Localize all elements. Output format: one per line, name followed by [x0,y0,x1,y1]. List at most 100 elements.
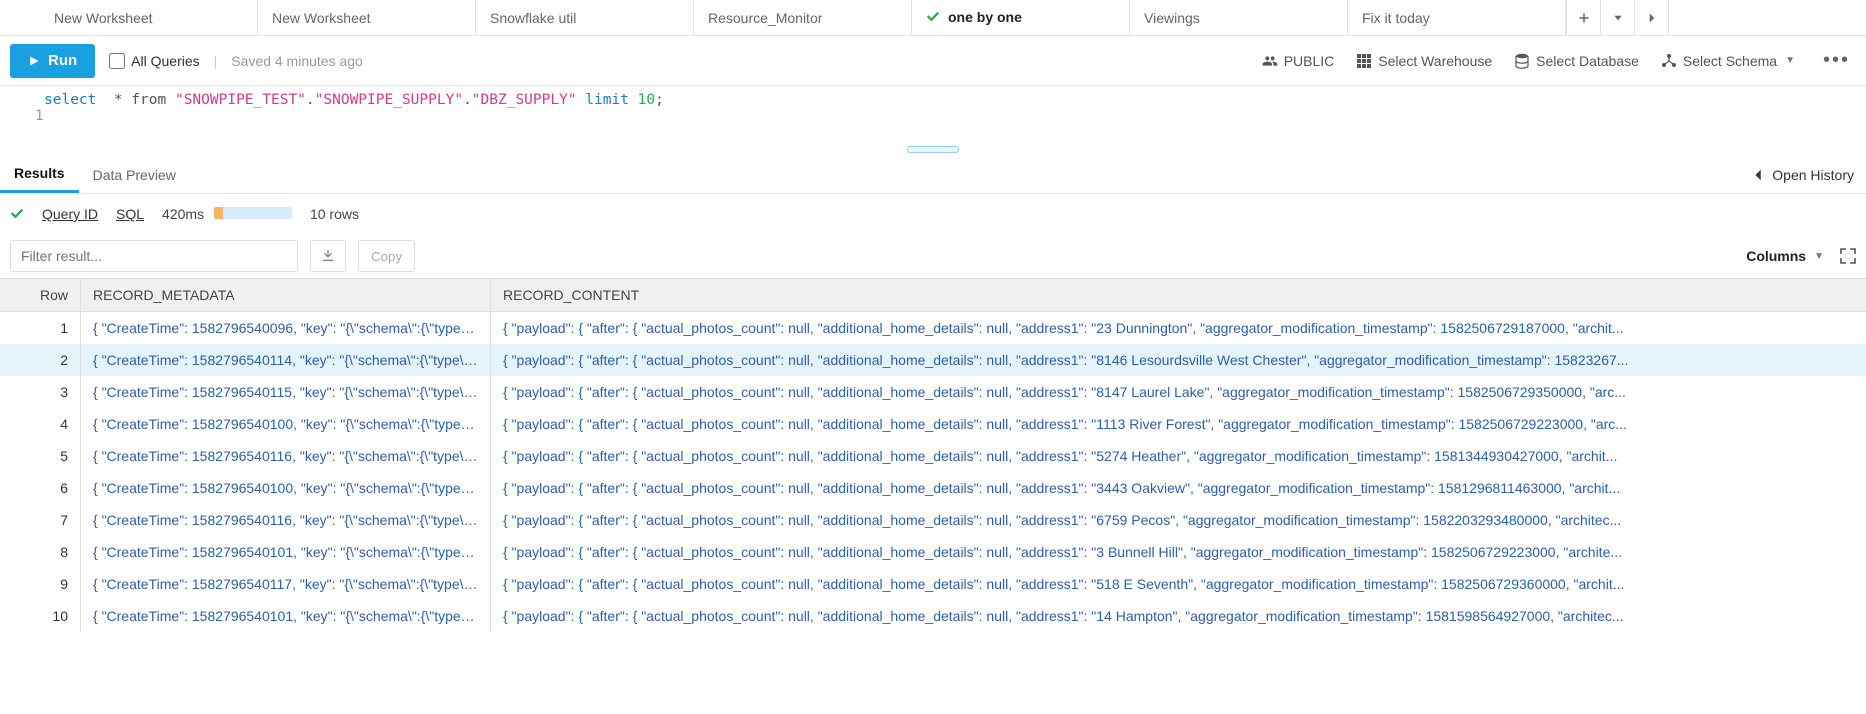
open-history-button[interactable]: Open History [1752,167,1854,183]
tab-results[interactable]: Results [0,156,79,193]
col-header-content[interactable]: RECORD_CONTENT [490,279,1866,311]
table-row[interactable]: 3{ "CreateTime": 1582796540115, "key": "… [0,376,1866,408]
cell-record-metadata[interactable]: { "CreateTime": 1582796540116, "key": "{… [80,440,490,472]
add-tab-button[interactable] [1567,0,1601,36]
table-row[interactable]: 6{ "CreateTime": 1582796540100, "key": "… [0,472,1866,504]
warehouse-icon [1356,53,1372,69]
all-queries-input[interactable] [109,53,125,69]
table-row[interactable]: 7{ "CreateTime": 1582796540116, "key": "… [0,504,1866,536]
cell-record-content[interactable]: { "payload": { "after": { "actual_photos… [490,472,1866,504]
cell-record-metadata[interactable]: { "CreateTime": 1582796540100, "key": "{… [80,408,490,440]
saved-status: Saved 4 minutes ago [231,53,363,69]
tab-data-preview[interactable]: Data Preview [79,156,190,193]
cell-record-metadata[interactable]: { "CreateTime": 1582796540116, "key": "{… [80,504,490,536]
play-icon [28,55,40,67]
table-row[interactable]: 10{ "CreateTime": 1582796540101, "key": … [0,600,1866,632]
tab-results-label: Results [14,165,65,181]
col-header-metadata[interactable]: RECORD_METADATA [80,279,490,311]
panel-splitter[interactable] [0,142,1866,156]
cell-record-content[interactable]: { "payload": { "after": { "actual_photos… [490,312,1866,344]
editor-code[interactable]: select * from "SNOWPIPE_TEST"."SNOWPIPE_… [44,92,664,108]
sql-link[interactable]: SQL [116,206,144,222]
worksheet-tab[interactable]: Resource_Monitor [694,0,912,35]
result-tab-bar: Results Data Preview Open History [0,156,1866,194]
warehouse-label: Select Warehouse [1378,53,1492,69]
table-row[interactable]: 2{ "CreateTime": 1582796540114, "key": "… [0,344,1866,376]
results-grid: Row RECORD_METADATA RECORD_CONTENT 1{ "C… [0,278,1866,632]
caret-down-icon [1612,12,1624,24]
cell-record-content[interactable]: { "payload": { "after": { "actual_photos… [490,376,1866,408]
role-label: PUBLIC [1284,53,1335,69]
more-menu-button[interactable]: ••• [1817,49,1856,72]
worksheet-tab[interactable]: Snowflake util [476,0,694,35]
cell-row-number: 2 [0,344,80,376]
cell-record-content[interactable]: { "payload": { "after": { "actual_photos… [490,568,1866,600]
copy-button[interactable]: Copy [358,240,415,272]
sql-editor[interactable]: 1 select * from "SNOWPIPE_TEST"."SNOWPIP… [0,86,1866,142]
all-queries-checkbox[interactable]: All Queries [109,53,199,69]
worksheet-tab-label: Snowflake util [490,10,576,26]
tab-controls [1566,0,1669,35]
token-number: 10 [638,92,655,108]
cell-record-content[interactable]: { "payload": { "after": { "actual_photos… [490,344,1866,376]
tab-scroll-right-button[interactable] [1635,0,1669,36]
schema-selector[interactable]: Select Schema ▼ [1661,53,1795,69]
table-row[interactable]: 1{ "CreateTime": 1582796540096, "key": "… [0,312,1866,344]
run-button-label: Run [48,52,77,69]
caret-down-icon: ▼ [1785,55,1795,66]
cell-record-content[interactable]: { "payload": { "after": { "actual_photos… [490,600,1866,632]
cell-record-content[interactable]: { "payload": { "after": { "actual_photos… [490,440,1866,472]
tab-data-preview-label: Data Preview [93,167,176,183]
editor-gutter: 1 [0,92,44,140]
col-header-row[interactable]: Row [0,279,80,311]
run-button[interactable]: Run [10,44,95,78]
query-id-link[interactable]: Query ID [42,206,98,222]
worksheet-tab[interactable]: New Worksheet [258,0,476,35]
worksheet-tab[interactable]: Viewings [1130,0,1348,35]
table-row[interactable]: 9{ "CreateTime": 1582796540117, "key": "… [0,568,1866,600]
download-button[interactable] [310,240,346,272]
line-number: 1 [35,108,44,124]
arrow-left-icon [1752,168,1766,182]
worksheet-tab[interactable]: New Worksheet [40,0,258,35]
worksheet-tab[interactable]: Fix it today [1348,0,1566,35]
cell-record-metadata[interactable]: { "CreateTime": 1582796540114, "key": "{… [80,344,490,376]
worksheet-tab-label: New Worksheet [272,10,371,26]
cell-record-metadata[interactable]: { "CreateTime": 1582796540101, "key": "{… [80,536,490,568]
cell-record-content[interactable]: { "payload": { "after": { "actual_photos… [490,536,1866,568]
columns-label: Columns [1746,248,1806,264]
schema-label: Select Schema [1683,53,1777,69]
cell-row-number: 7 [0,504,80,536]
filter-result-input[interactable] [10,240,298,272]
open-history-label: Open History [1772,167,1854,183]
caret-down-icon: ▼ [1814,251,1824,262]
warehouse-selector[interactable]: Select Warehouse [1356,53,1492,69]
token-string: "DBZ_SUPPLY" [472,92,577,108]
cell-record-content[interactable]: { "payload": { "after": { "actual_photos… [490,408,1866,440]
cell-record-metadata[interactable]: { "CreateTime": 1582796540096, "key": "{… [80,312,490,344]
table-row[interactable]: 5{ "CreateTime": 1582796540116, "key": "… [0,440,1866,472]
context-bar: PUBLIC Select Warehouse Select Database … [1262,49,1856,72]
cell-record-metadata[interactable]: { "CreateTime": 1582796540117, "key": "{… [80,568,490,600]
cell-row-number: 1 [0,312,80,344]
cell-record-metadata[interactable]: { "CreateTime": 1582796540101, "key": "{… [80,600,490,632]
database-icon [1514,53,1530,69]
tab-spacer [0,0,40,35]
worksheet-tab[interactable]: one by one [912,0,1130,35]
table-row[interactable]: 8{ "CreateTime": 1582796540101, "key": "… [0,536,1866,568]
cell-record-metadata[interactable]: { "CreateTime": 1582796540100, "key": "{… [80,472,490,504]
row-count: 10 rows [310,206,359,222]
worksheet-tab-label: Fix it today [1362,10,1430,26]
cell-record-metadata[interactable]: { "CreateTime": 1582796540115, "key": "{… [80,376,490,408]
tab-menu-button[interactable] [1601,0,1635,36]
query-stats: Query ID SQL 420ms 10 rows [0,194,1866,234]
check-icon [926,10,940,24]
table-row[interactable]: 4{ "CreateTime": 1582796540100, "key": "… [0,408,1866,440]
expand-button[interactable] [1840,248,1856,264]
database-selector[interactable]: Select Database [1514,53,1639,69]
toolbar-separator: | [214,53,218,69]
columns-dropdown[interactable]: Columns ▼ [1746,248,1824,264]
worksheet-toolbar: Run All Queries | Saved 4 minutes ago PU… [0,36,1866,86]
cell-record-content[interactable]: { "payload": { "after": { "actual_photos… [490,504,1866,536]
role-selector[interactable]: PUBLIC [1262,53,1335,69]
